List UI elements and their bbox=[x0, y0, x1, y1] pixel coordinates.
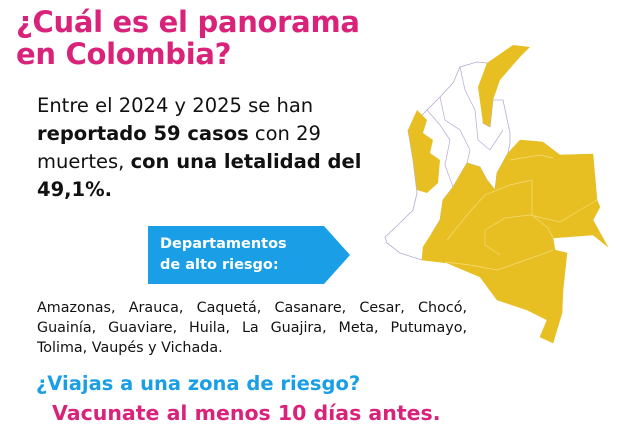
page-title: ¿Cuál es el panorama en Colombia? bbox=[16, 6, 360, 70]
map-risk-borders bbox=[446, 179, 533, 241]
travel-question: ¿Viajas a una zona de riesgo? bbox=[36, 372, 361, 395]
callout-arrow bbox=[148, 226, 350, 284]
summary-text: con 29 muertes, bbox=[37, 122, 321, 173]
map-risk-borders bbox=[484, 230, 501, 256]
map-internal-borders bbox=[439, 96, 471, 164]
department-list: Amazonas, Arauca, Caquetá, Casanare, Ces… bbox=[37, 300, 467, 356]
map-risk-region-guajira-cesar bbox=[478, 45, 530, 127]
vaccination-cta: Vacunate al menos 10 días antes. bbox=[52, 401, 441, 425]
summary-lethality: con una letalidad del 49,1%. bbox=[37, 150, 362, 201]
map-risk-borders bbox=[444, 249, 554, 271]
summary-cases: reportado 59 casos bbox=[37, 122, 249, 145]
callout-line-1: Departamentos bbox=[160, 236, 287, 252]
callout-line-2: de alto riesgo: bbox=[160, 257, 279, 273]
map-risk-borders bbox=[509, 154, 554, 161]
map-risk-borders bbox=[531, 180, 554, 239]
map-risk-region-south-east bbox=[421, 139, 609, 344]
map-internal-borders bbox=[426, 109, 454, 188]
summary-text: Entre el 2024 y 2025 se han bbox=[37, 94, 314, 117]
map-risk-borders bbox=[484, 199, 598, 231]
map-internal-borders bbox=[459, 66, 504, 151]
callout-label: Departamentos de alto riesgo: bbox=[160, 234, 287, 276]
map-risk-region-choco bbox=[408, 110, 440, 193]
summary-paragraph: Entre el 2024 y 2025 se han reportado 59… bbox=[37, 92, 377, 204]
title-line-2: en Colombia? bbox=[16, 37, 232, 71]
title-line-1: ¿Cuál es el panorama bbox=[16, 5, 360, 39]
